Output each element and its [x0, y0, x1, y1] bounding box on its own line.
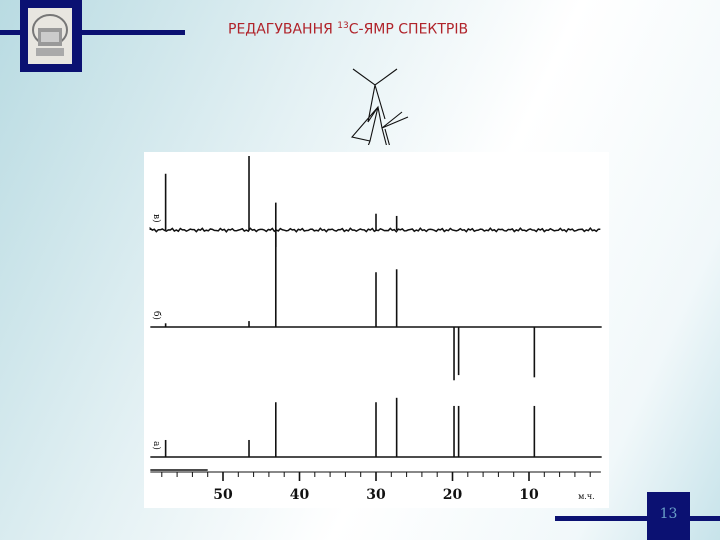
page-number-box: 13 [647, 492, 690, 540]
x-tick-label: 50 [213, 487, 233, 503]
nmr-spectrum: в) б) а) 50 40 30 20 10 м.ч. [144, 152, 609, 508]
page-number: 13 [659, 506, 678, 522]
x-tick-label: 10 [519, 487, 539, 503]
slide-title: РЕДАГУВАННЯ 13С-ЯМР СПЕКТРІВ [228, 21, 469, 38]
spectrum-baseline [149, 226, 601, 233]
top-left-accent-bar [0, 30, 185, 35]
crest-icon [32, 14, 68, 56]
x-axis-label: м.ч. [578, 492, 595, 501]
panel-label: б) [151, 311, 162, 320]
panel-label: в) [151, 214, 162, 223]
camphor-structure: o [350, 68, 409, 145]
x-tick-label: 40 [290, 487, 310, 503]
x-tick-label: 20 [443, 487, 463, 503]
university-logo [20, 0, 82, 72]
bottom-right-accent-bar [555, 516, 720, 521]
panel-label: а) [151, 441, 162, 450]
x-tick-label: 30 [366, 487, 386, 503]
